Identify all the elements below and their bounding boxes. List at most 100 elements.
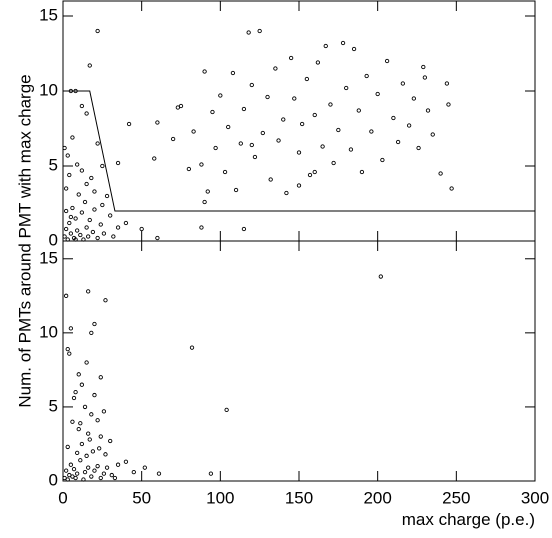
point [95, 464, 100, 469]
point [76, 192, 81, 197]
point [75, 228, 80, 233]
point [95, 28, 100, 34]
x-axis-label: max charge (p.e.) [402, 510, 535, 529]
point [202, 199, 207, 205]
point [62, 145, 67, 151]
x-tick-label: 300 [521, 488, 549, 507]
point [75, 162, 80, 167]
point [323, 43, 328, 49]
point [70, 205, 75, 211]
point [101, 409, 107, 414]
point [446, 102, 451, 107]
point [218, 93, 223, 98]
y-tick-label: 10 [39, 80, 58, 99]
point [62, 234, 67, 239]
point [81, 477, 86, 482]
point [296, 183, 302, 188]
point [98, 434, 103, 439]
point [249, 142, 254, 148]
point [115, 160, 121, 166]
y-tick-label: 0 [49, 230, 58, 249]
point [68, 214, 74, 220]
point [68, 88, 74, 94]
point [79, 168, 85, 173]
point [98, 222, 103, 227]
point [65, 444, 70, 450]
y-tick-label: 15 [39, 5, 58, 24]
point [89, 412, 94, 417]
point [71, 466, 77, 472]
point [139, 226, 144, 232]
point [268, 177, 273, 182]
point [65, 346, 70, 352]
point [71, 395, 77, 401]
point [438, 171, 443, 176]
point [89, 175, 94, 181]
point [331, 160, 336, 166]
point [92, 468, 97, 473]
point [63, 208, 69, 214]
point [246, 30, 251, 35]
point [241, 226, 247, 232]
point [92, 189, 97, 194]
point [76, 372, 81, 377]
point [65, 477, 70, 482]
point [70, 419, 75, 424]
point [142, 465, 147, 470]
point [63, 186, 69, 191]
point [73, 88, 78, 94]
point [67, 351, 72, 356]
point [328, 102, 333, 107]
point [210, 109, 215, 115]
point [364, 73, 369, 79]
point [87, 437, 92, 442]
point [84, 181, 89, 187]
point [101, 231, 107, 236]
point [395, 139, 401, 145]
point [406, 123, 412, 128]
point [87, 63, 92, 68]
point [391, 115, 396, 121]
point [411, 96, 417, 101]
point [73, 475, 78, 481]
x-tick-label: 250 [442, 488, 470, 507]
point [92, 207, 97, 212]
point [304, 76, 310, 82]
point [123, 459, 129, 464]
point [97, 446, 102, 451]
x-tick-label: 0 [58, 488, 67, 507]
point [78, 421, 83, 426]
point [115, 462, 121, 467]
point [170, 136, 176, 142]
point [78, 232, 83, 238]
point [84, 453, 89, 458]
point [299, 121, 305, 127]
point [320, 144, 325, 149]
point [351, 46, 357, 52]
point [307, 172, 313, 178]
y-tick-label: 0 [49, 470, 58, 489]
point [86, 289, 91, 294]
point [241, 106, 247, 112]
point [65, 153, 70, 158]
point [344, 85, 349, 91]
point [87, 217, 92, 223]
point [199, 225, 204, 230]
y-tick-label: 5 [49, 155, 58, 174]
point [213, 145, 218, 151]
point [199, 162, 204, 167]
point [115, 225, 121, 230]
point [425, 108, 431, 113]
point [90, 449, 96, 454]
point [73, 237, 78, 242]
point [156, 471, 162, 476]
y-tick-label: 10 [39, 322, 58, 341]
point [79, 103, 85, 109]
point [82, 404, 88, 410]
point [104, 193, 110, 199]
point [111, 234, 116, 239]
y-tick-label: 5 [49, 396, 58, 415]
point [123, 220, 129, 226]
point [63, 226, 69, 232]
